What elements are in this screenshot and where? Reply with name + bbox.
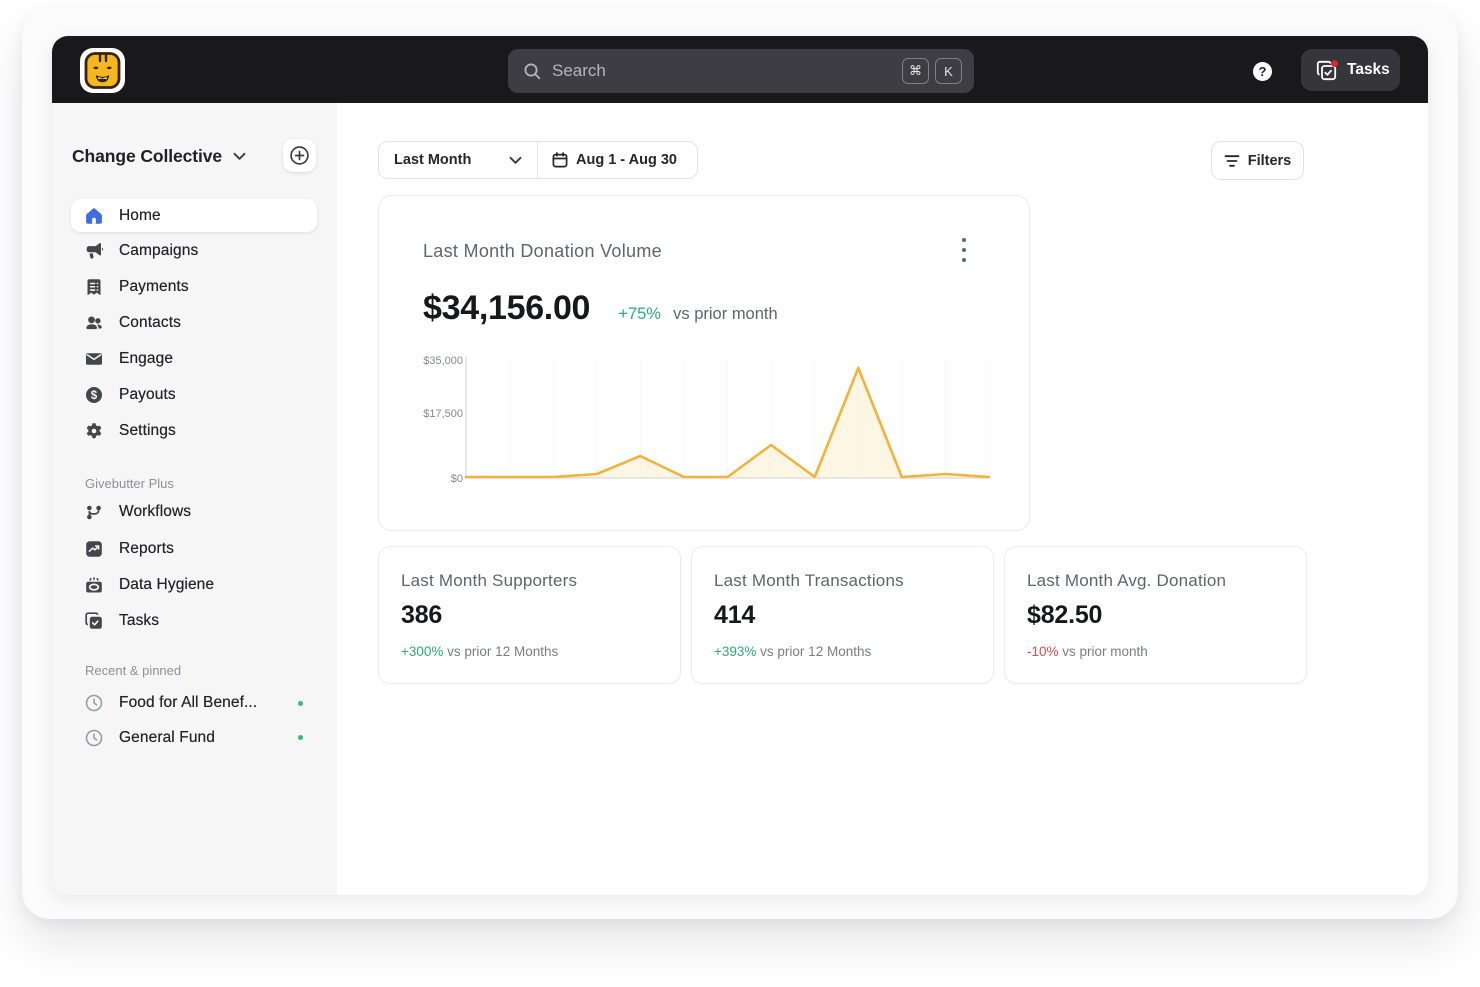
svg-text:$35,000: $35,000 — [423, 355, 463, 367]
svg-text:$0: $0 — [451, 473, 463, 485]
svg-text:$: $ — [91, 390, 98, 402]
svg-text:$17,500: $17,500 — [423, 408, 463, 420]
